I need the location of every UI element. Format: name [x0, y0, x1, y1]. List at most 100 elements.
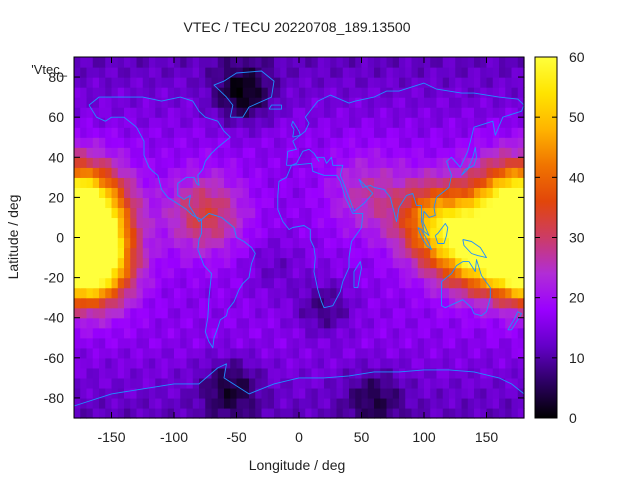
heatmap-cell — [330, 407, 338, 419]
heatmap-cell — [442, 377, 450, 389]
heatmap-cell — [436, 317, 444, 329]
heatmap-cell — [149, 57, 156, 68]
heatmap-cell — [286, 67, 294, 78]
heatmap-cell — [342, 137, 350, 148]
heatmap-cell — [386, 217, 394, 229]
heatmap-cell — [305, 197, 313, 209]
heatmap-cell — [280, 377, 288, 389]
heatmap-cell — [280, 267, 288, 279]
heatmap-cell — [192, 137, 200, 148]
heatmap-cell — [442, 87, 450, 98]
heatmap-cell — [86, 117, 94, 128]
heatmap-cell — [492, 167, 500, 178]
heatmap-cell — [142, 277, 150, 289]
heatmap-cell — [80, 107, 88, 118]
heatmap-cell — [274, 227, 281, 239]
heatmap-cell — [167, 157, 175, 168]
heatmap-cell — [180, 57, 188, 68]
heatmap-cell — [74, 287, 81, 299]
heatmap-cell — [274, 367, 281, 379]
heatmap-cell — [436, 147, 444, 158]
heatmap-cell — [430, 287, 438, 299]
heatmap-cell — [336, 77, 344, 88]
heatmap-cell — [467, 347, 475, 359]
heatmap-cell — [486, 167, 494, 178]
heatmap-cell — [386, 237, 394, 249]
heatmap-cell — [105, 177, 113, 188]
coastlines — [73, 70, 525, 407]
heatmap-cell — [461, 247, 469, 259]
heatmap-cell — [486, 257, 494, 269]
heatmap-cell — [149, 217, 156, 229]
heatmap-cell — [286, 397, 294, 409]
heatmap-cell — [224, 187, 231, 198]
heatmap-cell — [230, 267, 238, 279]
heatmap-cell — [99, 297, 106, 309]
heatmap-cell — [261, 257, 269, 269]
heatmap-cell — [480, 217, 488, 229]
heatmap-cell — [136, 107, 144, 118]
heatmap-cell — [186, 387, 194, 399]
heatmap-cell — [86, 317, 94, 329]
heatmap-cell — [417, 277, 425, 289]
heatmap-cell — [236, 117, 244, 128]
heatmap-cell — [355, 407, 363, 419]
heatmap-cell — [480, 277, 488, 289]
heatmap-cell — [155, 397, 163, 409]
heatmap-cell — [492, 407, 500, 419]
heatmap-cell — [105, 287, 113, 299]
heatmap-cell — [330, 87, 338, 98]
heatmap-cell — [386, 397, 394, 409]
heatmap-cell — [155, 277, 163, 289]
heatmap-cell — [124, 127, 131, 138]
heatmap-cell — [261, 357, 269, 369]
heatmap-cell — [142, 327, 150, 339]
heatmap-cell — [317, 307, 325, 319]
heatmap-cell — [311, 347, 319, 359]
heatmap-cell — [511, 407, 519, 419]
heatmap-cell — [492, 307, 500, 319]
heatmap-cell — [336, 397, 344, 409]
heatmap-cell — [442, 407, 450, 419]
heatmap-cell — [405, 57, 413, 68]
heatmap-cell — [155, 347, 163, 359]
heatmap-cell — [374, 267, 381, 279]
heatmap-cell — [511, 137, 519, 148]
heatmap-cell — [417, 387, 425, 399]
heatmap-cell — [192, 277, 200, 289]
heatmap-cell — [392, 297, 400, 309]
heatmap-cell — [117, 367, 125, 379]
heatmap-cell — [149, 137, 156, 148]
heatmap-cell — [474, 157, 481, 168]
heatmap-cell — [167, 407, 175, 419]
heatmap-cell — [174, 227, 181, 239]
heatmap-cell — [161, 267, 169, 279]
heatmap-cell — [149, 397, 156, 409]
heatmap-cell — [261, 337, 269, 349]
heatmap-cell — [161, 177, 169, 188]
heatmap-cell — [136, 157, 144, 168]
heatmap-cell — [149, 207, 156, 219]
heatmap-cell — [411, 257, 419, 269]
heatmap-cell — [199, 327, 206, 339]
heatmap-cell — [386, 147, 394, 158]
heatmap-cell — [436, 347, 444, 359]
heatmap-cell — [130, 237, 138, 249]
x-tick-label: 150 — [475, 429, 499, 445]
heatmap-cell — [161, 197, 169, 209]
heatmap-cell — [486, 67, 494, 78]
heatmap-cell — [242, 57, 250, 68]
heatmap-cell — [292, 187, 300, 198]
heatmap-cell — [449, 227, 456, 239]
heatmap-cell — [124, 367, 131, 379]
heatmap-cell — [236, 57, 244, 68]
heatmap-cell — [299, 217, 306, 229]
heatmap-cell — [255, 287, 263, 299]
heatmap-cell — [261, 187, 269, 198]
heatmap-cell — [474, 357, 481, 369]
heatmap-cell — [117, 327, 125, 339]
heatmap-cell — [117, 247, 125, 259]
heatmap-cell — [192, 337, 200, 349]
heatmap-cell — [105, 297, 113, 309]
heatmap-cell — [342, 147, 350, 158]
